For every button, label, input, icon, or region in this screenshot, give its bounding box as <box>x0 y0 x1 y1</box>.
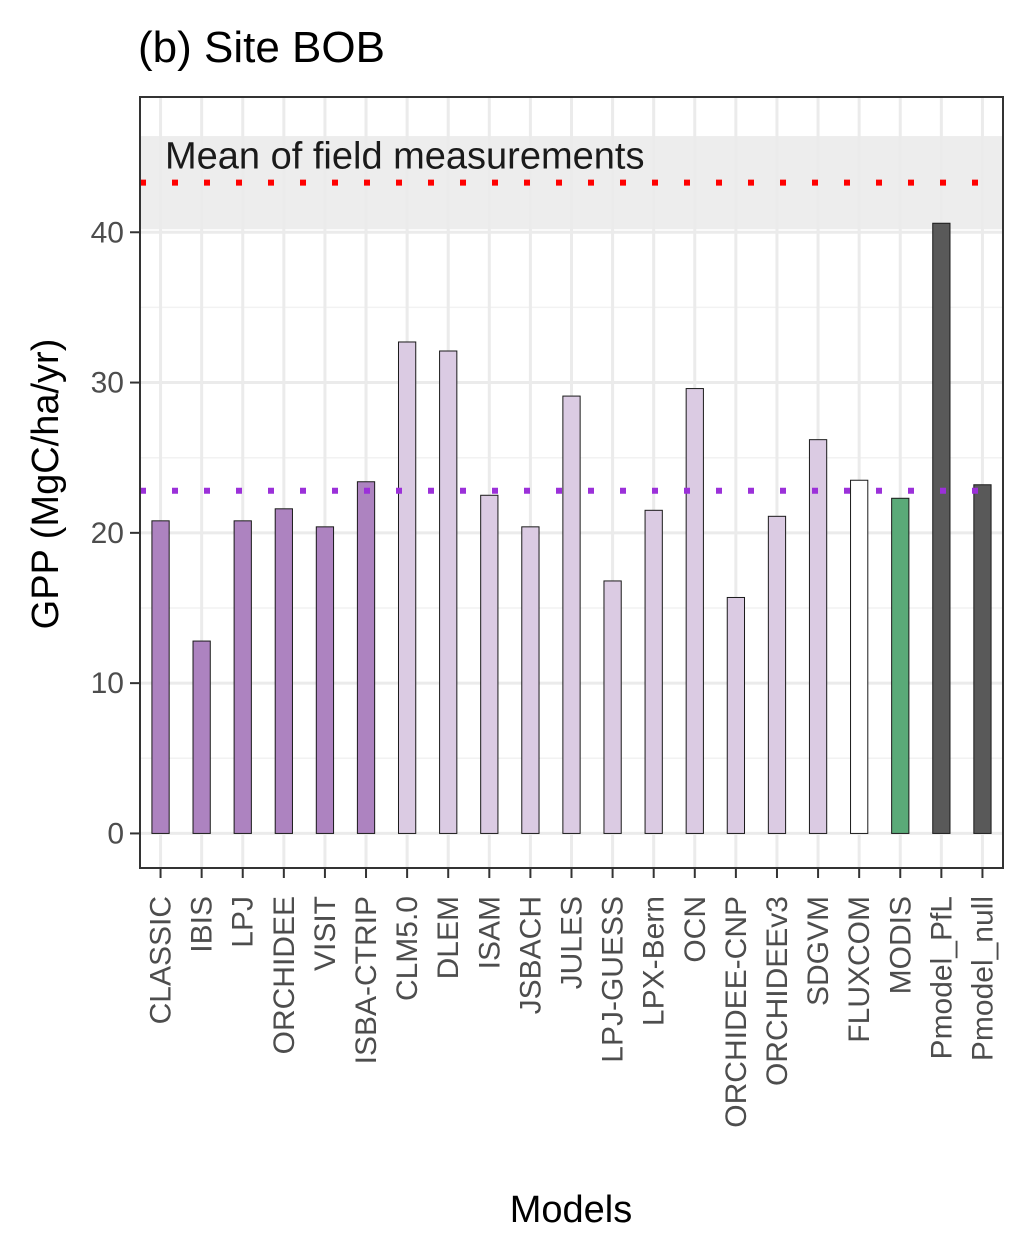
field-measurement-band <box>140 136 1003 230</box>
y-tick-label: 40 <box>91 216 124 249</box>
x-tick-label: CLM5.0 <box>391 896 424 1001</box>
bar-modis <box>891 497 910 834</box>
bar-visit <box>315 526 335 834</box>
bar-lpx-bern <box>644 509 663 834</box>
bar-jules <box>562 395 581 834</box>
x-tick-label: VISIT <box>309 896 342 971</box>
bar-orchidee <box>274 508 293 834</box>
y-tick-label: 20 <box>91 517 124 550</box>
y-tick-label: 10 <box>91 667 124 700</box>
bar-dlem <box>439 350 458 834</box>
x-tick-label: Pmodel_PfL <box>925 896 958 1059</box>
x-tick-label: SDGVM <box>802 896 835 1006</box>
x-tick-label: ORCHIDEE-CNP <box>720 896 753 1128</box>
x-tick-label: ORCHIDEEv3 <box>761 896 794 1086</box>
plot-panel: Mean of field measurements 0 10 20 30 40 CLASS… <box>91 96 1004 1128</box>
x-tick-label: LPX-Bern <box>638 896 671 1026</box>
bar-jsbach <box>521 526 540 834</box>
x-tick-label: LPJ <box>227 896 260 948</box>
x-tick-label: Pmodel_null <box>966 896 999 1061</box>
x-tick-label: DLEM <box>432 896 465 979</box>
x-tick-label: ISAM <box>473 896 506 969</box>
bar-clm5-0 <box>397 341 417 834</box>
bar-ocn <box>685 388 704 834</box>
x-tick-label: MODIS <box>884 896 917 994</box>
y-tick-label: 0 <box>107 817 124 850</box>
x-tick-label: ORCHIDEE <box>268 896 301 1054</box>
y-tick-label: 30 <box>91 367 124 400</box>
x-tick-label: ISBA-CTRIP <box>350 896 383 1064</box>
x-tick-label: FLUXCOM <box>843 896 876 1043</box>
bar-sdgvm <box>808 439 828 834</box>
bar-ibis <box>192 640 211 834</box>
field-mean-annotation: Mean of field measurements <box>165 136 644 178</box>
x-tick-label: JSBACH <box>514 896 547 1014</box>
x-tick-label: JULES <box>556 896 589 989</box>
bar-fluxcom <box>850 479 869 834</box>
bar-lpj <box>233 520 252 834</box>
bar-pmodel-pfl <box>932 222 951 834</box>
bar-lpj-guess <box>603 580 622 834</box>
x-tick-label: CLASSIC <box>145 896 178 1024</box>
x-tick-label: LPJ-GUESS <box>597 896 630 1063</box>
bar-isba-ctrip <box>356 481 376 834</box>
x-axis-title: Models <box>510 1189 633 1231</box>
bar-isam <box>480 494 499 834</box>
chart-title: (b) Site BOB <box>138 23 385 72</box>
bar-orchidee-cnp <box>726 596 746 834</box>
bar-orchideev3 <box>767 515 787 834</box>
x-tick-label: OCN <box>679 896 712 963</box>
x-tick-label: IBIS <box>186 896 219 953</box>
y-axis-title: GPP (MgC/ha/yr) <box>25 339 67 630</box>
bar-classic <box>151 520 170 834</box>
bar-pmodel-null <box>973 484 992 834</box>
